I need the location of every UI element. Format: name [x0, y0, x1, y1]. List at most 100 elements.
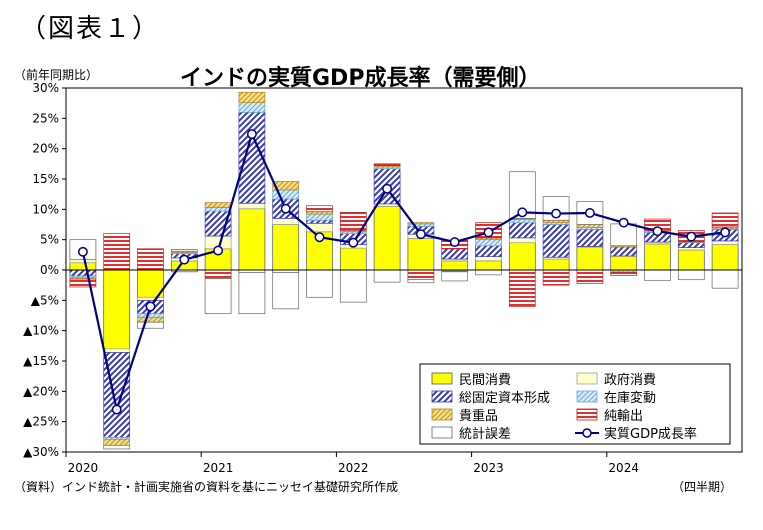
legend-swatch — [431, 390, 453, 403]
bar-segment-0 — [103, 269, 131, 350]
legend-label: 総固定資本形成 — [459, 391, 550, 406]
figure-label: （図表１） — [20, 14, 161, 44]
y-tick-label: 0% — [40, 263, 59, 277]
gdp-growth-point — [213, 245, 224, 256]
x-tick-label: 2023 — [473, 461, 504, 475]
bar-segment-2 — [508, 222, 536, 239]
bar-segment-4 — [103, 438, 131, 446]
bar-segment-4 — [306, 211, 333, 215]
bar-segment-1 — [508, 237, 536, 244]
gdp-growth-point — [652, 226, 663, 237]
bar-segment-1 — [137, 296, 164, 301]
bar-segment-6 — [272, 272, 300, 310]
x-tick-label: 2021 — [203, 461, 234, 475]
bar-segment-4 — [407, 222, 435, 225]
legend-swatch — [431, 408, 453, 421]
gdp-growth-point — [382, 183, 393, 194]
legend-label: 統計誤差 — [459, 426, 511, 442]
bar-segment-3 — [238, 102, 266, 113]
bar-segment-5 — [508, 269, 536, 307]
bar-segment-5 — [306, 205, 333, 213]
bar-segment-1 — [238, 202, 266, 210]
bar-segment-0 — [69, 262, 97, 271]
bar-segment-2 — [576, 229, 604, 247]
legend-label: 民間消費 — [459, 373, 511, 388]
bar-segment-0 — [576, 246, 604, 271]
bar-segment-0 — [644, 243, 671, 271]
bar-segment-3 — [475, 239, 502, 247]
bar-segment-2 — [69, 269, 97, 277]
y-tick-label: ▲20% — [23, 384, 59, 398]
bar-segment-1 — [103, 348, 131, 353]
bar-segment-5 — [407, 269, 435, 281]
bar-segment-6 — [407, 279, 435, 284]
bar-segment-0 — [508, 242, 536, 271]
gdp-growth-point — [280, 203, 291, 214]
gdp-growth-point — [584, 208, 595, 218]
y-tick-label: ▲10% — [23, 324, 59, 338]
bar-segment-3 — [137, 313, 164, 318]
legend-label: 政府消費 — [604, 373, 656, 388]
bar-segment-6 — [204, 278, 232, 315]
bar-segment-5 — [137, 248, 164, 271]
bar-segment-3 — [407, 223, 435, 227]
bar-segment-6 — [475, 269, 502, 276]
bar-segment-0 — [238, 208, 266, 271]
gdp-growth-point — [314, 232, 325, 243]
gdp-growth-point — [179, 254, 190, 265]
gdp-growth-point — [551, 208, 562, 219]
legend-swatch — [431, 372, 453, 385]
bar-segment-1 — [677, 247, 705, 251]
y-tick-label: ▲30% — [23, 445, 59, 459]
bar-segment-6 — [306, 269, 333, 298]
gdp-growth-point — [618, 217, 629, 228]
gdp-growth-line — [81, 130, 726, 414]
bar-segment-2 — [441, 248, 469, 260]
y-tick-label: 25% — [32, 111, 59, 125]
y-tick-label: ▲25% — [23, 415, 59, 429]
bar-segment-6 — [441, 271, 469, 282]
bar-segment-2 — [677, 242, 705, 248]
bar-segment-1 — [475, 256, 502, 262]
legend-label: 実質GDP成長率 — [604, 426, 697, 442]
gdp-growth-point — [111, 404, 122, 415]
bar-segment-6 — [644, 269, 671, 281]
legend-swatch — [576, 390, 598, 403]
y-tick-label: 15% — [32, 172, 59, 186]
bar-segment-0 — [610, 255, 638, 271]
bar-segment-0 — [441, 260, 469, 271]
bar-segment-5 — [542, 269, 570, 286]
bar-segment-1 — [69, 259, 97, 264]
bar-segment-6 — [677, 269, 705, 281]
gdp-growth-point — [720, 227, 731, 238]
bar-segment-0 — [339, 247, 367, 271]
legend-label: 貴重品 — [459, 408, 498, 424]
y-tick-label: ▲15% — [23, 354, 59, 368]
gdp-growth-point — [483, 227, 494, 238]
legend-frame — [419, 363, 731, 445]
bar-segment-2 — [306, 219, 333, 224]
x-tick-label: 2020 — [68, 461, 99, 475]
bar-segment-6 — [103, 444, 131, 450]
x-tick-label: 2022 — [338, 461, 369, 475]
y-tick-label: 30% — [32, 81, 59, 95]
bar-segment-3 — [204, 207, 232, 212]
bar-segment-2 — [542, 224, 570, 258]
bar-segment-6 — [373, 269, 401, 283]
bar-segment-1 — [711, 240, 739, 245]
source-note: （資料）インド統計・計画実施省の資料を基にニッセイ基礎研究所作成 — [14, 480, 399, 494]
gdp-growth-point — [145, 301, 156, 312]
bar-segment-5 — [103, 233, 131, 271]
bar-segment-1 — [272, 218, 300, 225]
y-axis-label: （前年同期比） — [14, 68, 99, 82]
bar-segment-4 — [204, 202, 232, 208]
bar-segment-0 — [677, 249, 705, 271]
y-tick-label: ▲5% — [31, 293, 59, 307]
bar-segment-0 — [711, 244, 739, 271]
bar-segment-6 — [711, 269, 739, 289]
bar-segment-4 — [576, 224, 604, 228]
bar-segment-2 — [204, 210, 232, 237]
legend-label: 純輸出 — [604, 409, 643, 424]
bar-segment-4 — [238, 91, 266, 103]
